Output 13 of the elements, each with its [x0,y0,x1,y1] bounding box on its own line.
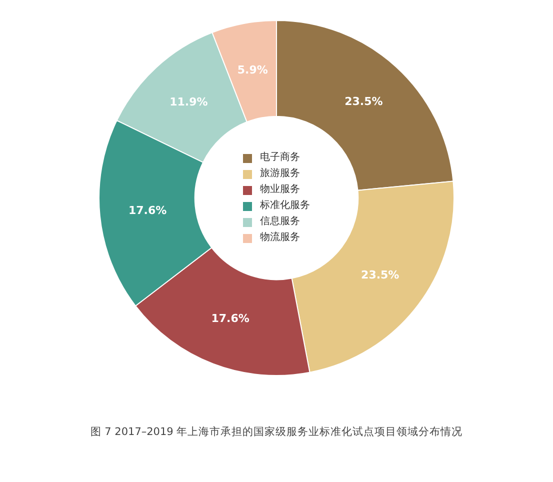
legend-label: 信息服务 [260,214,300,229]
data-label: 17.6% [211,312,250,325]
legend-label: 旅游服务 [260,166,300,181]
data-label: 23.5% [361,268,400,282]
legend-label: 物流服务 [260,230,300,245]
legend-label: 标准化服务 [260,198,310,213]
data-label: 23.5% [344,95,383,108]
legend-label: 物业服务 [260,182,300,197]
legend-label: 电子商务 [260,150,300,165]
data-label: 17.6% [128,204,167,217]
data-label: 11.9% [170,96,208,109]
caption: 图 7 2017–2019 年上海市承担的国家级服务业标准化试点项目领域分布情况 [89,425,464,439]
data-label: 5.9% [237,64,268,77]
